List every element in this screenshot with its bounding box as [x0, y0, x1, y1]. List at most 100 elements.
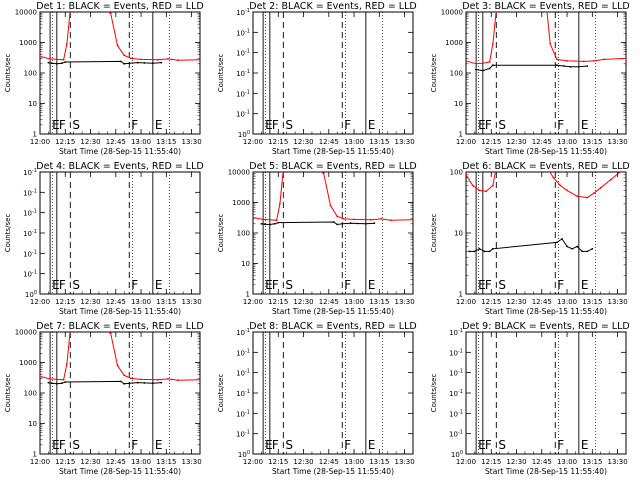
series-point-lld — [488, 61, 491, 63]
marker-label-F: F — [344, 118, 351, 132]
series-point-lld — [586, 196, 589, 199]
x-tick-label: 12:00 — [243, 138, 263, 146]
series-point-events — [274, 222, 276, 225]
y-tick-label-base: 10 — [236, 111, 245, 119]
x-tick-label: 12:45 — [319, 458, 339, 466]
x-tick-label: 12:30 — [293, 138, 313, 146]
series-point-lld — [279, 203, 281, 205]
marker-label-E: E — [265, 118, 273, 132]
y-axis-label: Counts/sec — [4, 374, 12, 413]
y-tick-label-exponent: -1 — [458, 348, 463, 354]
marker-label-E: E — [155, 278, 163, 292]
series-point-events — [475, 68, 477, 71]
x-tick-label: 13:15 — [156, 138, 176, 146]
series-point-lld — [268, 218, 271, 221]
series-point-lld — [199, 58, 200, 61]
chart-title: Det 8: BLACK = Events, RED = LLD — [249, 321, 416, 332]
series-point-events — [277, 221, 280, 224]
series-point-events — [556, 64, 558, 67]
y-tick-label: 10000 — [228, 169, 250, 177]
marker-label-E: E — [155, 438, 163, 452]
series-line-lld — [466, 12, 626, 65]
marker-label-S: S — [498, 118, 506, 132]
series-point-events — [143, 62, 146, 64]
series-point-lld — [559, 184, 562, 187]
marker-label-E: E — [265, 438, 273, 452]
marker-label-E: E — [265, 278, 273, 292]
y-tick-label: 100 — [25, 290, 37, 299]
x-tick-label: 12:00 — [243, 458, 263, 466]
marker-label-E: E — [368, 438, 376, 452]
x-axis-label: Start Time (28-Sep-15 11:55:40) — [272, 307, 394, 316]
y-tick-label: 10-1 — [23, 229, 37, 238]
series-point-events — [136, 61, 139, 64]
series-point-lld — [336, 215, 339, 218]
series-point-lld — [329, 204, 332, 207]
series-point-lld — [466, 60, 467, 62]
y-tick-label: 10-1 — [236, 328, 250, 337]
x-tick-label: 13:30 — [181, 138, 201, 146]
series-point-events — [561, 238, 563, 240]
x-tick-label: 12:30 — [506, 138, 526, 146]
series-point-lld — [130, 377, 132, 380]
chart-title: Det 5: BLACK = Events, RED = LLD — [249, 161, 416, 172]
y-tick-label: 100 — [238, 130, 250, 139]
marker-label-S: S — [72, 438, 80, 452]
x-tick-label: 13:30 — [394, 298, 414, 306]
y-axis-label: Counts/sec — [4, 214, 12, 253]
series-point-events — [488, 250, 491, 253]
y-tick-label-exponent: 0 — [247, 130, 250, 136]
series-point-lld — [66, 363, 68, 365]
x-tick-label: 12:00 — [30, 458, 50, 466]
y-tick-label: 10-1 — [449, 328, 463, 337]
series-point-events — [478, 247, 481, 250]
series-point-events — [483, 250, 486, 253]
series-point-events — [492, 64, 494, 67]
x-tick-label: 13:00 — [344, 458, 364, 466]
series-point-lld — [140, 58, 143, 61]
y-tick-label-exponent: 0 — [460, 450, 463, 456]
x-tick-label: 12:15 — [268, 138, 288, 146]
y-tick-label: 10000 — [15, 9, 37, 17]
series-line-lld — [466, 172, 621, 199]
x-axis-label: Start Time (28-Sep-15 11:55:40) — [59, 467, 181, 476]
series-point-events — [263, 223, 266, 226]
series-point-events — [481, 69, 484, 72]
x-tick-label: 13:15 — [369, 458, 389, 466]
series-point-lld — [167, 58, 169, 60]
marker-label-F: F — [557, 278, 564, 292]
marker-label-E: E — [581, 438, 589, 452]
marker-label-F: F — [485, 118, 492, 132]
series-point-lld — [593, 192, 595, 195]
y-tick-label: 10-1 — [236, 28, 250, 37]
y-tick-label: 10-1 — [449, 389, 463, 398]
y-tick-label-exponent: -1 — [245, 8, 250, 14]
y-tick-label-base: 10 — [236, 9, 245, 17]
marker-label-E: E — [52, 278, 60, 292]
series-point-events — [61, 62, 63, 65]
series-point-lld — [140, 378, 143, 381]
marker-label-S: S — [72, 278, 80, 292]
chart-panel-1: Det 1: BLACK = Events, RED = LLD Counts/s… — [4, 1, 204, 156]
chart-panel-7: Det 7: BLACK = Events, RED = LLD Counts/s… — [4, 321, 204, 476]
series-point-events — [136, 381, 139, 384]
series-line-events — [469, 238, 593, 252]
series-point-lld — [40, 55, 41, 58]
series-point-lld — [599, 186, 602, 189]
marker-label-S: S — [498, 278, 506, 292]
series-point-events — [576, 245, 579, 248]
marker-label-E: E — [52, 118, 60, 132]
chart-panel-4: Det 4: BLACK = Events, RED = LLD Counts/s… — [4, 161, 204, 316]
y-tick-label: 10000 — [441, 9, 463, 17]
y-tick-label-exponent: -1 — [32, 229, 37, 235]
chart-panel-5: Det 5: BLACK = Events, RED = LLD Counts/s… — [217, 161, 417, 316]
y-tick-label-exponent: -1 — [245, 69, 250, 75]
y-tick-label-exponent: -1 — [32, 168, 37, 174]
marker-label-F: F — [59, 438, 66, 452]
y-tick-label: 1000 — [445, 39, 463, 47]
series-point-lld — [609, 178, 612, 181]
series-point-events — [123, 382, 126, 385]
y-tick-label-base: 10 — [236, 370, 245, 378]
y-tick-label-base: 10 — [23, 210, 32, 218]
